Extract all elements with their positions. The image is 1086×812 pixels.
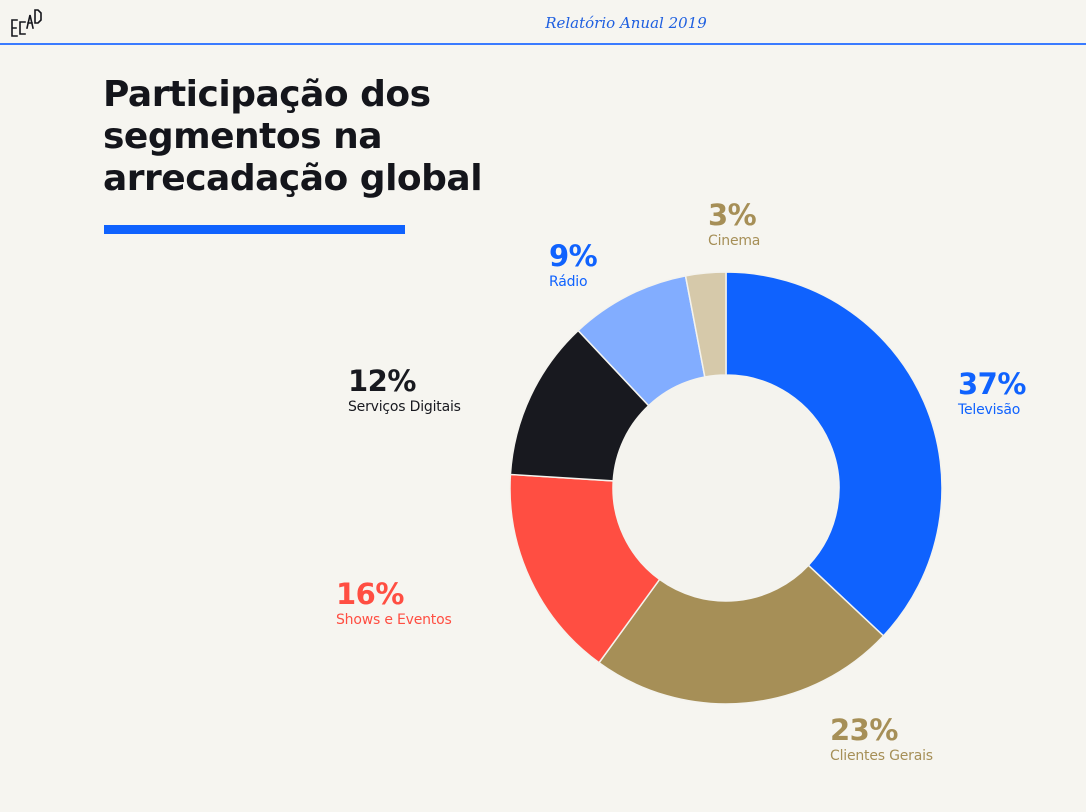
- label-radio: 9% Rádio: [549, 239, 598, 291]
- label-televisao: 37% Televisão: [958, 368, 1026, 419]
- label-radio-percent: 9%: [549, 239, 598, 273]
- ecad-logo: [11, 9, 42, 37]
- label-cinema-percent: 3%: [708, 198, 757, 232]
- label-shows-eventos: 16% Shows e Eventos: [336, 578, 452, 629]
- report-title: Relatório Anual 2019: [545, 14, 707, 32]
- label-radio-name: Rádio: [549, 274, 588, 290]
- label-shows-eventos-percent: 16%: [336, 577, 404, 611]
- title-accent-rule: [104, 225, 405, 234]
- page-title: Participação dos segmentos na arrecadaçã…: [103, 74, 483, 199]
- label-servicos-digitais-percent: 12%: [348, 364, 416, 398]
- label-shows-eventos-name: Shows e Eventos: [336, 612, 452, 628]
- label-televisao-name: Televisão: [958, 402, 1021, 418]
- label-clientes-gerais-percent: 23%: [830, 713, 898, 747]
- label-servicos-digitais: 12% Serviços Digitais: [348, 365, 461, 416]
- label-clientes-gerais: 23% Clientes Gerais: [830, 714, 933, 765]
- label-cinema-name: Cinema: [708, 233, 761, 249]
- page-header: Relatório Anual 2019: [0, 0, 1086, 45]
- donut-center: [613, 375, 839, 601]
- label-cinema: 3% Cinema: [708, 199, 760, 250]
- label-televisao-percent: 37%: [958, 367, 1026, 401]
- label-servicos-digitais-name: Serviços Digitais: [348, 399, 461, 415]
- label-clientes-gerais-name: Clientes Gerais: [830, 748, 933, 764]
